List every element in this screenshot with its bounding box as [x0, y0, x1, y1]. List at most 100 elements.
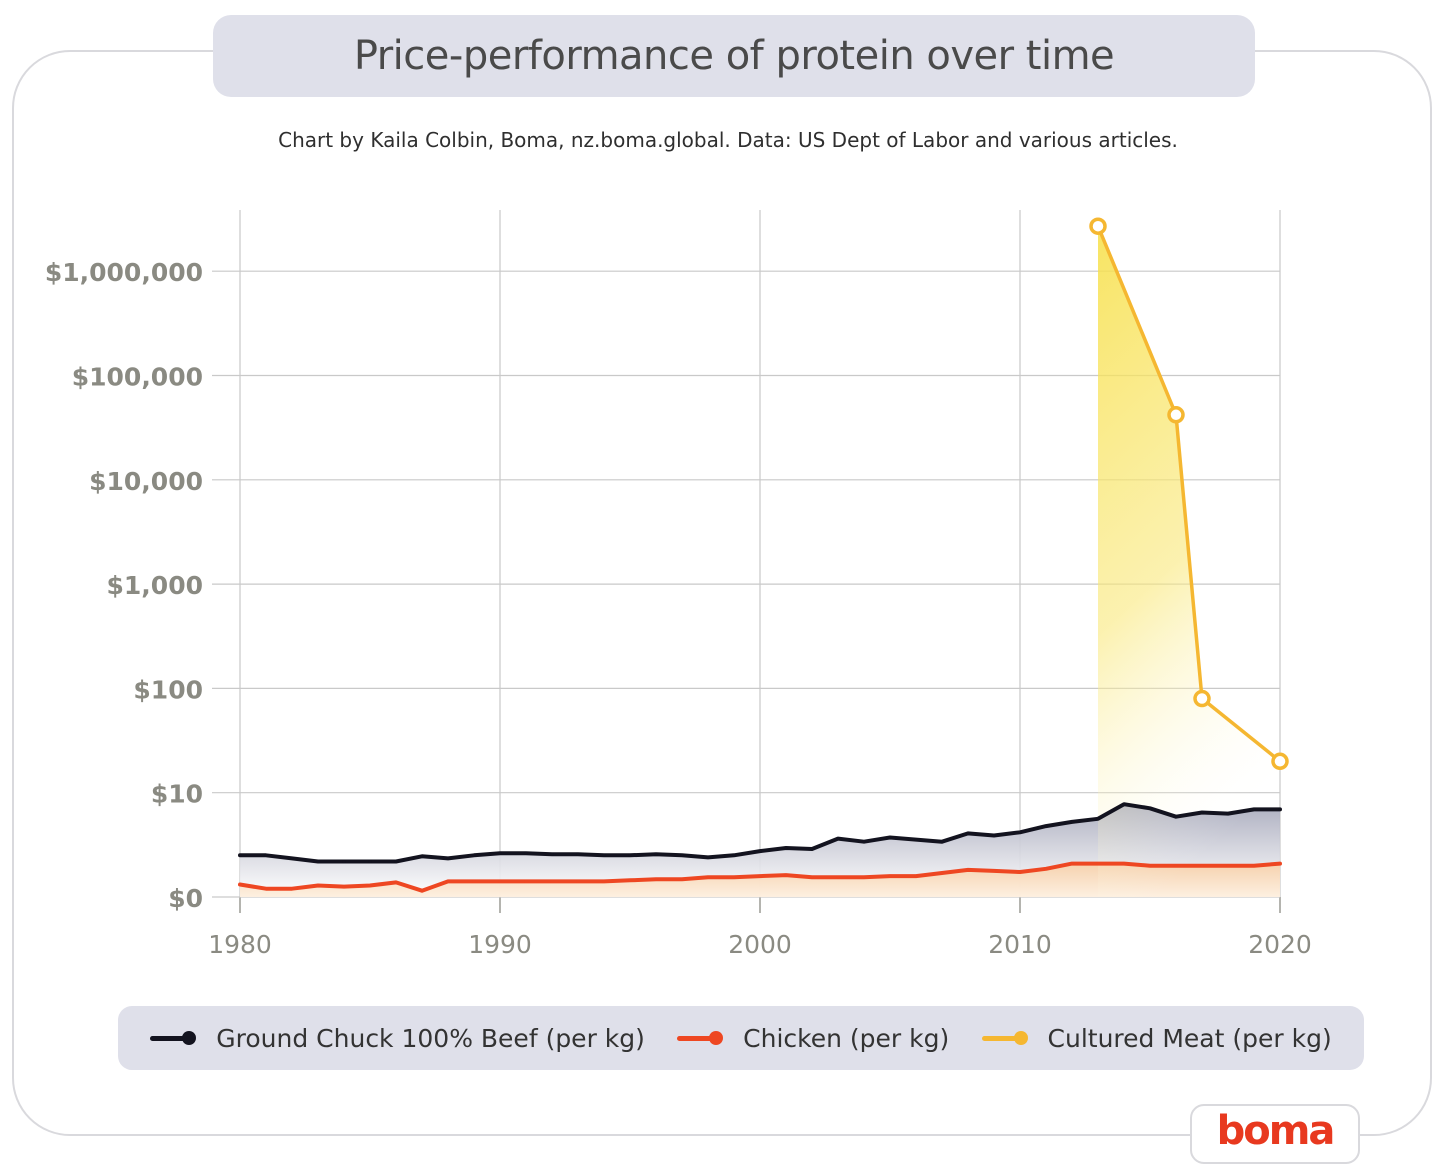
data-point-beef — [316, 859, 320, 864]
data-point-cultured — [1089, 217, 1107, 235]
data-point-chicken — [1096, 862, 1100, 866]
data-point-chicken — [1148, 864, 1152, 868]
data-point-cultured — [1193, 689, 1211, 708]
y-tick-label: $100 — [133, 675, 203, 704]
legend-label-beef: Ground Chuck 100% Beef (per kg) — [216, 1023, 645, 1053]
data-point-beef — [628, 853, 632, 857]
data-point-chicken — [732, 875, 736, 879]
chart-subtitle: Chart by Kaila Colbin, Boma, nz.boma.glo… — [278, 128, 1178, 152]
legend-label-chicken: Chicken (per kg) — [743, 1023, 950, 1053]
x-tick-label: 1980 — [208, 930, 272, 959]
legend-item-cultured: Cultured Meat (per kg) — [981, 1023, 1332, 1053]
data-point-chicken — [1226, 864, 1230, 868]
y-tick-label: $1,000,000 — [45, 258, 203, 287]
data-point-chicken — [368, 883, 372, 888]
data-point-chicken — [394, 880, 398, 884]
card-frame — [12, 50, 1432, 1136]
data-point-beef — [706, 855, 710, 859]
data-point-beef — [1226, 811, 1230, 816]
series-points — [238, 217, 1289, 893]
legend-marker-cultured — [981, 1031, 1028, 1045]
data-point-beef — [576, 852, 580, 856]
data-point-chicken — [966, 868, 970, 872]
data-point-beef — [1018, 830, 1022, 834]
data-point-chicken — [680, 877, 684, 881]
legend-marker-beef — [150, 1031, 197, 1045]
data-point-beef — [732, 853, 736, 857]
data-point-chicken — [810, 875, 814, 879]
data-point-beef — [498, 851, 502, 855]
x-tick-label: 2020 — [1248, 930, 1312, 959]
data-point-chicken — [602, 879, 606, 883]
y-tick-label: $10 — [151, 780, 203, 809]
data-point-chicken — [1200, 864, 1204, 868]
data-point-beef — [1044, 824, 1048, 828]
data-point-beef — [602, 853, 606, 857]
data-point-beef — [368, 859, 372, 864]
data-point-beef — [914, 838, 918, 842]
data-point-chicken — [1070, 862, 1074, 866]
data-point-chicken — [550, 879, 554, 883]
data-point-beef — [550, 852, 554, 856]
data-point-beef — [1122, 802, 1126, 806]
data-point-beef — [758, 849, 762, 853]
data-point-chicken — [238, 882, 242, 887]
chart-title: Price-performance of protein over time — [353, 33, 1115, 79]
data-point-beef — [290, 856, 294, 861]
data-point-beef — [1174, 815, 1178, 819]
x-tick-label: 2010 — [988, 930, 1052, 959]
data-point-beef — [940, 840, 944, 844]
data-point-beef — [472, 853, 476, 857]
data-point-chicken — [576, 879, 580, 883]
data-point-beef — [342, 859, 346, 864]
x-tick-label: 1990 — [468, 930, 532, 959]
legend-label-cultured: Cultured Meat (per kg) — [1047, 1023, 1332, 1053]
data-point-cultured — [1271, 752, 1289, 771]
data-point-beef — [654, 852, 658, 856]
data-point-chicken — [1122, 862, 1126, 866]
data-point-beef — [784, 846, 788, 850]
data-point-beef — [1278, 807, 1282, 811]
data-point-beef — [1200, 810, 1204, 815]
y-tick-label: $0 — [168, 884, 203, 913]
data-point-chicken — [784, 873, 788, 877]
data-point-chicken — [290, 887, 294, 891]
y-tick-label: $1,000 — [107, 571, 203, 600]
data-point-beef — [394, 859, 398, 864]
data-point-chicken — [1278, 862, 1282, 866]
data-point-chicken — [706, 875, 710, 879]
legend-item-chicken: Chicken (per kg) — [677, 1024, 949, 1053]
data-point-beef — [446, 856, 450, 861]
data-point-beef — [810, 847, 814, 851]
data-point-chicken — [472, 879, 476, 883]
series-line-cultured — [1096, 224, 1282, 764]
chart-title-banner: Price-performance of protein over time — [213, 15, 1255, 97]
data-point-beef — [1252, 807, 1256, 811]
legend-item-beef: Ground Chuck 100% Beef (per kg) — [150, 1024, 645, 1053]
data-point-chicken — [1174, 864, 1178, 868]
data-point-chicken — [862, 875, 866, 879]
data-point-beef — [420, 854, 424, 858]
data-point-chicken — [914, 874, 918, 878]
y-tick-label: $10,000 — [89, 467, 203, 496]
data-point-chicken — [524, 879, 528, 883]
data-point-beef — [1096, 817, 1100, 821]
data-point-chicken — [628, 878, 632, 882]
data-point-chicken — [940, 871, 944, 875]
data-point-chicken — [888, 874, 892, 878]
legend-marker-chicken — [677, 1031, 724, 1045]
data-point-beef — [992, 833, 996, 838]
data-point-beef — [836, 836, 840, 841]
data-point-chicken — [498, 879, 502, 883]
data-point-beef — [680, 853, 684, 857]
data-point-chicken — [758, 874, 762, 878]
data-point-chicken — [342, 884, 346, 889]
data-point-beef — [238, 853, 242, 857]
area-fill-chicken — [240, 863, 1280, 897]
data-point-chicken — [264, 887, 268, 891]
boma-logo: boma — [1190, 1104, 1360, 1164]
chart-canvas: 1980 1990 2000 2010 2020 $0 $10 $100 $1,000 $10,0… — [45, 210, 1312, 959]
x-tick-label: 2000 — [728, 930, 792, 959]
data-point-beef — [264, 853, 268, 857]
axis-ticks: 1980 1990 2000 2010 2020 $0 $10 $100 $1,000 $10,0… — [45, 258, 1312, 959]
